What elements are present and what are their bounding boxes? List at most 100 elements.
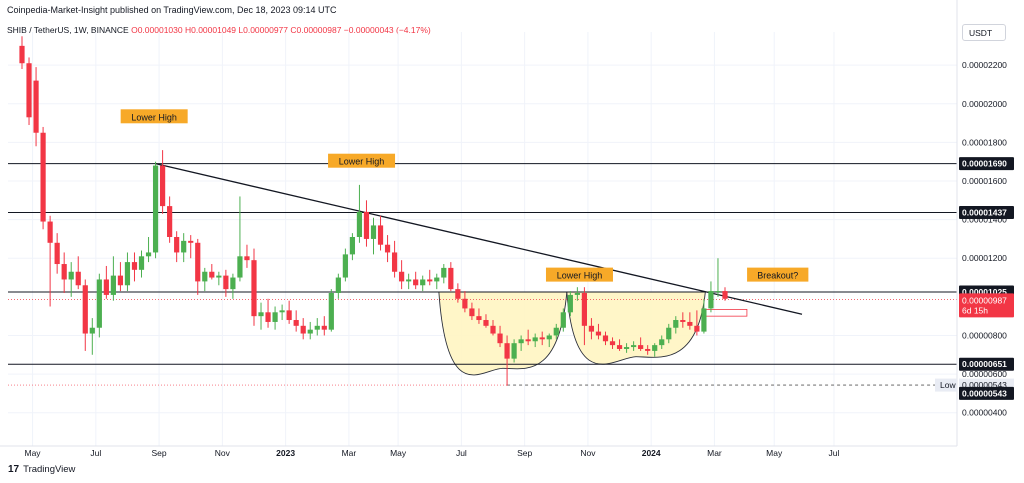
level-price-tag-bg	[959, 357, 1014, 371]
candle-body	[356, 211, 363, 237]
y-tick-label: 0.00001600	[962, 176, 1007, 186]
candle-body	[265, 312, 271, 322]
published-header: Coinpedia-Market-Insight published on Tr…	[7, 5, 337, 15]
annotation-label: Breakout?	[757, 271, 798, 281]
cup-shape	[566, 291, 706, 365]
low-price-label: 0.00000543	[962, 380, 1007, 390]
candle-body	[188, 240, 194, 243]
candle-body	[47, 221, 53, 243]
candle-body	[82, 285, 88, 334]
candle-body	[595, 331, 602, 336]
trendline	[155, 163, 803, 315]
countdown-label: 6d 15h	[962, 305, 988, 315]
annotation-badge	[328, 153, 396, 168]
candle-body	[652, 345, 658, 351]
candle-body	[525, 339, 531, 342]
chart-grid	[8, 32, 957, 446]
ohlc-values: O0.00001030 H0.00001049 L0.00000977 C0.0…	[131, 25, 431, 35]
candle-body	[181, 240, 187, 253]
time-axis: May Jul Sep Nov 2023 Mar May Jul Sep Nov 2024 Mar Ma…	[0, 445, 957, 458]
x-tick-label: Sep	[517, 448, 532, 458]
candle-body	[490, 325, 496, 334]
annotation-label: Lower High	[339, 157, 385, 167]
candle-body	[532, 337, 538, 342]
candle-body	[476, 316, 482, 321]
candle-body	[96, 279, 102, 328]
annotation-label: Lower High	[557, 271, 603, 281]
candle-body	[553, 327, 559, 336]
tradingview-logo-icon: 17	[8, 464, 20, 475]
x-tick-label: Nov	[580, 448, 596, 458]
y-tick-label: 0.00002000	[962, 99, 1007, 109]
candle-body	[286, 310, 292, 321]
cup-shape	[438, 291, 568, 376]
annotation-label: Lower High	[131, 112, 177, 122]
x-tick-label: Jul	[90, 448, 101, 458]
candle-body	[511, 343, 517, 359]
symbol-name: SHIB / TetherUS, 1W, BINANCE	[7, 25, 129, 35]
candle-body	[237, 256, 243, 278]
tradingview-logo[interactable]: 17 TradingView	[8, 464, 75, 475]
x-tick-label: 2024	[642, 448, 661, 458]
candle-body	[223, 275, 229, 290]
x-tick-label: Mar	[342, 448, 357, 458]
candle-body	[701, 308, 707, 332]
low-price-tag: 0.00000543	[962, 388, 1007, 398]
candle-body	[89, 327, 95, 334]
candle-body	[722, 291, 728, 299]
candle-body	[694, 325, 700, 332]
candle-body	[708, 291, 714, 309]
candle-body	[314, 325, 320, 330]
candle-body	[680, 320, 686, 322]
candle-body	[673, 320, 679, 328]
candle-body	[131, 262, 138, 270]
candle-body	[75, 271, 81, 286]
candle-body	[483, 320, 489, 326]
x-tick-label: Sep	[152, 448, 167, 458]
candle-body	[623, 347, 630, 349]
candle-body	[321, 325, 327, 330]
cup-pattern	[438, 291, 706, 376]
current-price-label: 0.00000987	[962, 295, 1007, 305]
level-lines	[8, 163, 957, 386]
low-price-tag-bg	[959, 386, 1014, 400]
candle-body	[138, 256, 145, 270]
candles	[19, 36, 728, 386]
candle-body	[399, 271, 405, 282]
symbol-legend: SHIB / TetherUS, 1W, BINANCE O0.00001030…	[7, 25, 431, 35]
candle-body	[581, 292, 587, 326]
candle-body	[103, 279, 109, 295]
level-price-tag: 0.00001025	[962, 287, 1007, 297]
price-axis: 0.00002200 0.00002000 0.00001800 0.00001600…	[935, 0, 1014, 446]
candle-body	[391, 252, 398, 272]
candle-body	[244, 256, 250, 261]
level-price-tag: 0.00000651	[962, 359, 1007, 369]
x-tick-label: Jul	[829, 448, 840, 458]
candle-body	[19, 45, 25, 64]
level-price-tag: 0.00001437	[962, 207, 1007, 217]
candle-body	[659, 339, 665, 346]
candle-body	[174, 237, 180, 253]
candle-body	[202, 271, 208, 282]
candle-body	[434, 277, 440, 282]
x-tick-label: Jul	[456, 448, 467, 458]
candle-body	[209, 271, 215, 278]
annotation-badge	[747, 267, 809, 282]
candle-body	[666, 327, 672, 340]
currency-selector[interactable]: USDT	[962, 24, 1006, 41]
candle-body	[518, 339, 524, 344]
overlays: Lower High Lower High Lower High Breakout?	[120, 109, 809, 282]
level-price-tag-bg	[959, 157, 1014, 171]
candle-body	[370, 225, 377, 239]
candle-body	[363, 211, 370, 239]
candle-body	[413, 279, 419, 286]
candle-body	[638, 345, 644, 349]
candle-body	[645, 348, 651, 351]
x-tick-label: 2023	[276, 448, 295, 458]
x-tick-label: Mar	[707, 448, 722, 458]
y-tick-label: 0.00001800	[962, 137, 1007, 147]
candle-body	[462, 298, 468, 309]
y-tick-label: 0.00000600	[962, 369, 1007, 379]
candle-body	[574, 292, 580, 295]
